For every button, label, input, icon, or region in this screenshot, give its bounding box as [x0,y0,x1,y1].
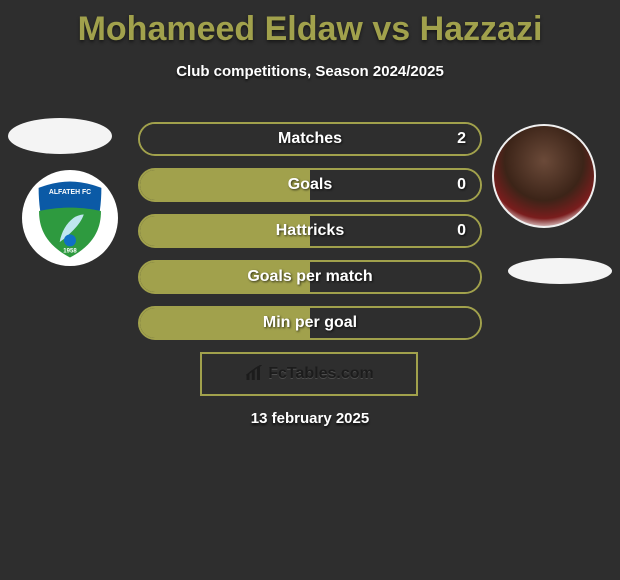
stat-bar-value-right: 2 [457,124,466,154]
subtitle: Club competitions, Season 2024/2025 [0,63,620,80]
badge-ball-icon [64,234,76,246]
player-right-badge-placeholder [508,258,612,284]
footer-brand-text: FcTables.com [268,365,374,383]
player-right-avatar [492,124,596,228]
footer-brand-box: FcTables.com [200,352,418,396]
stat-bar-label: Hattricks [140,216,480,246]
date-text: 13 february 2025 [0,410,620,427]
bar-chart-icon [244,365,264,383]
stat-bar: Goals per match [138,260,482,294]
page-title: Mohameed Eldaw vs Hazzazi [0,0,620,49]
stat-bar: Hattricks0 [138,214,482,248]
badge-year: 1958 [63,248,77,254]
stat-bar-label: Matches [140,124,480,154]
stat-bar-label: Goals [140,170,480,200]
badge-top-text: ALFATEH FC [49,189,91,196]
club-shield-icon: ALFATEH FC 1958 [27,175,113,261]
player-left-avatar-placeholder [8,118,112,154]
stat-bar: Matches2 [138,122,482,156]
player-left-club-badge: ALFATEH FC 1958 [22,170,118,266]
stat-bar-value-right: 0 [457,216,466,246]
stat-bar-label: Goals per match [140,262,480,292]
stat-bar: Min per goal [138,306,482,340]
stats-bars-container: Matches2Goals0Hattricks0Goals per matchM… [138,122,482,352]
stat-bar-value-right: 0 [457,170,466,200]
stat-bar: Goals0 [138,168,482,202]
stat-bar-label: Min per goal [140,308,480,338]
